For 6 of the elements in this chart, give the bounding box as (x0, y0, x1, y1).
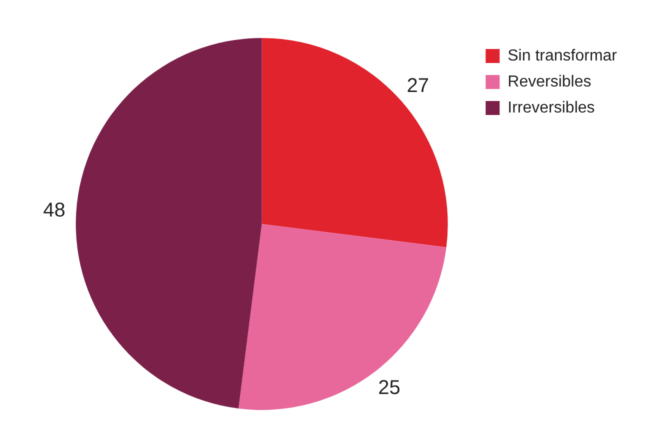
legend-label: Irreversibles (508, 99, 595, 116)
legend-label: Sin transformar (508, 47, 618, 64)
data-label: 25 (378, 376, 400, 399)
data-label: 27 (406, 74, 429, 97)
legend-label: Reversibles (508, 73, 592, 90)
data-label: 48 (43, 199, 66, 222)
